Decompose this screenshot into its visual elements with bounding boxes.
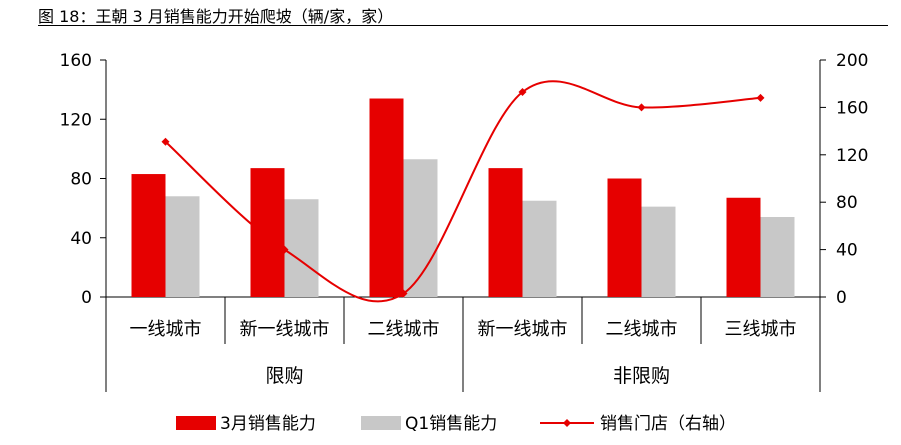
y-left-tick-label: 80 bbox=[70, 170, 92, 190]
legend: 3月销售能力 Q1销售能力 销售门店（右轴） bbox=[176, 414, 736, 434]
x-category-label: 二线城市 bbox=[606, 319, 678, 340]
bar-march bbox=[250, 168, 285, 297]
y-left-tick-label: 120 bbox=[60, 110, 92, 130]
x-group-label: 限购 bbox=[265, 365, 303, 387]
x-category-label: 新一线城市 bbox=[240, 319, 330, 340]
x-category-label: 二线城市 bbox=[368, 319, 440, 340]
legend-swatch-q1 bbox=[361, 416, 401, 430]
bars bbox=[131, 98, 795, 297]
bar-q1 bbox=[641, 206, 676, 297]
legend-label: Q1销售能力 bbox=[405, 414, 497, 434]
bar-q1 bbox=[522, 200, 557, 297]
bar-q1 bbox=[284, 199, 319, 297]
bar-march bbox=[131, 174, 166, 297]
bar-march bbox=[369, 98, 404, 297]
y-right-tick-label: 120 bbox=[836, 146, 868, 166]
y-right-tick-label: 40 bbox=[836, 241, 858, 261]
bar-march bbox=[488, 168, 523, 297]
store-line-point bbox=[518, 87, 527, 96]
x-category-label: 三线城市 bbox=[725, 319, 797, 340]
y-right-tick-label: 80 bbox=[836, 193, 858, 213]
bar-q1 bbox=[165, 196, 200, 297]
y-right-tick-label: 160 bbox=[836, 98, 868, 118]
legend-swatch-marker bbox=[563, 419, 571, 427]
store-line-point bbox=[637, 103, 646, 112]
axes bbox=[100, 59, 826, 392]
x-group-label: 非限购 bbox=[613, 365, 670, 387]
y-left-tick-label: 40 bbox=[70, 229, 92, 249]
legend-label: 3月销售能力 bbox=[220, 414, 316, 434]
bar-q1 bbox=[760, 217, 795, 297]
x-category-label: 一线城市 bbox=[130, 319, 202, 340]
labels: 0 40 80 120 160 0 40 80 120 160 200 一线城市 新一线城市 二线城市 新一… bbox=[60, 51, 869, 387]
legend-swatch-march bbox=[176, 416, 216, 430]
x-category-label: 新一线城市 bbox=[478, 319, 568, 340]
y-right-tick-label: 200 bbox=[836, 51, 868, 71]
y-left-tick-label: 0 bbox=[81, 288, 92, 308]
y-left-tick-label: 160 bbox=[60, 51, 92, 71]
chart-title: 图 18：王朝 3 月销售能力开始爬坡（辆/家，家） bbox=[38, 7, 394, 26]
store-line bbox=[161, 80, 765, 303]
y-right-tick-label: 0 bbox=[836, 288, 847, 308]
bar-march bbox=[607, 178, 642, 297]
legend-label: 销售门店（右轴） bbox=[600, 414, 736, 434]
store-line-point bbox=[161, 137, 170, 146]
store-line-point bbox=[756, 93, 765, 102]
title-rule bbox=[38, 25, 888, 26]
bar-march bbox=[726, 197, 761, 297]
store-line-point bbox=[399, 289, 408, 298]
store-line-point bbox=[280, 245, 289, 254]
